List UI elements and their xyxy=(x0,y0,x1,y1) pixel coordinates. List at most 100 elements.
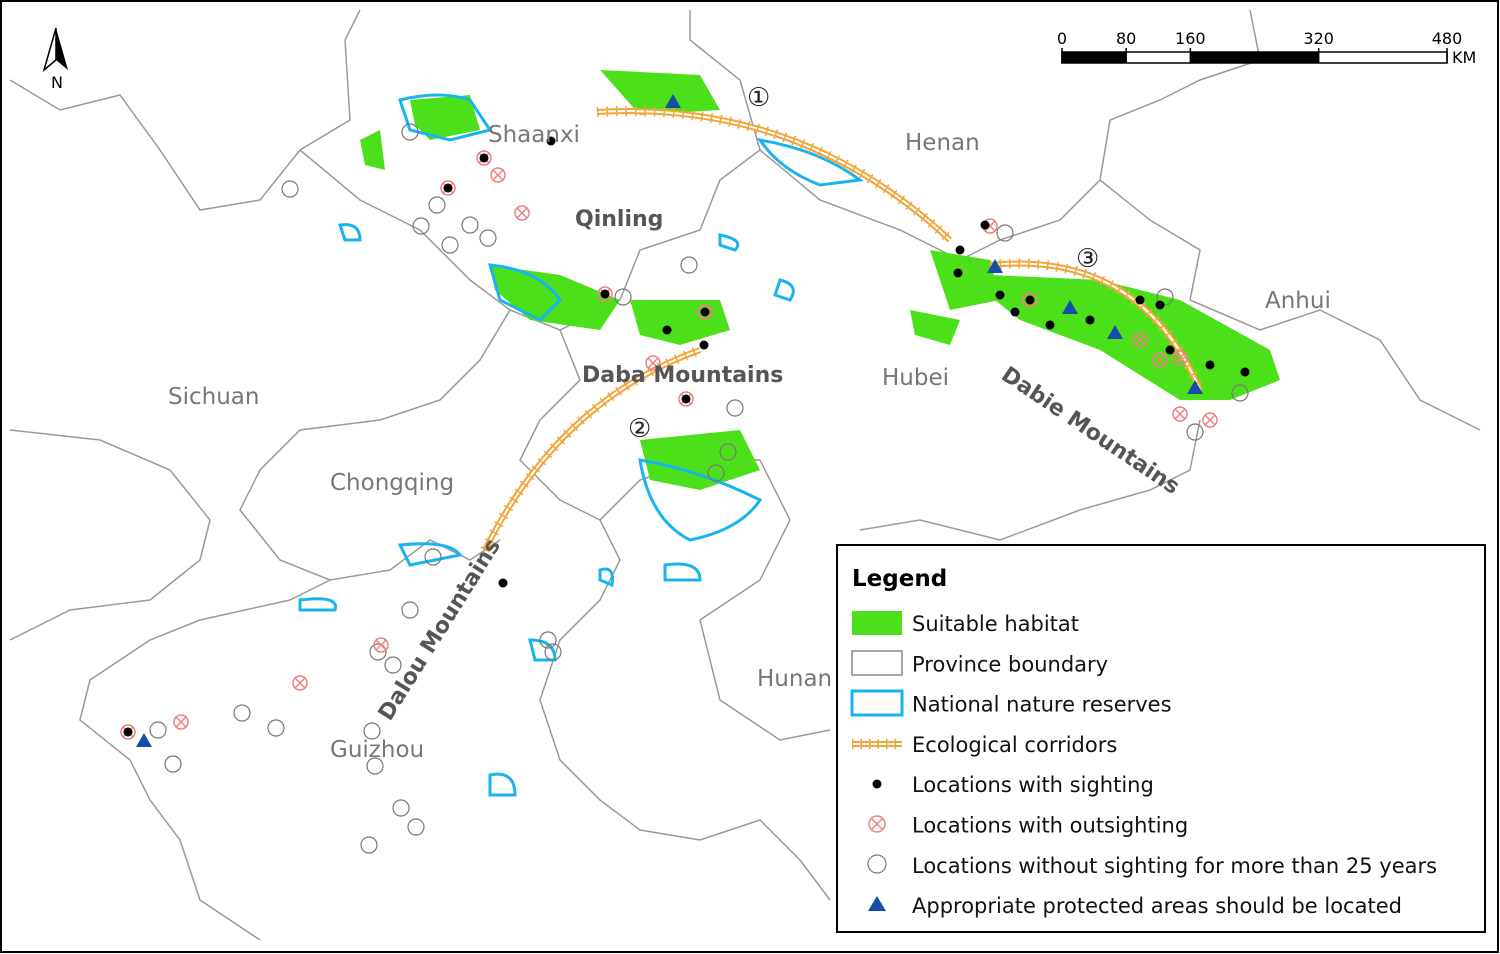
province-label: Hunan xyxy=(757,666,832,692)
location-no-sighting xyxy=(401,123,419,141)
location-no-sighting xyxy=(680,256,698,274)
location-outsighting xyxy=(1202,412,1218,428)
location-sighting xyxy=(700,307,710,317)
location-sighting xyxy=(995,290,1005,300)
location-no-sighting xyxy=(614,288,632,306)
location-no-sighting xyxy=(392,799,410,817)
location-outsighting xyxy=(514,205,530,221)
location-outsighting xyxy=(373,637,389,653)
proposed-protected-area xyxy=(987,259,1003,273)
location-no-sighting xyxy=(401,601,419,619)
region-label: Daba Mountains xyxy=(582,363,783,388)
location-sighting xyxy=(1135,295,1145,305)
location-sighting xyxy=(443,183,453,193)
legend-label: Appropriate protected areas should be lo… xyxy=(912,894,1402,918)
location-no-sighting xyxy=(461,216,479,234)
corridor-label: ② xyxy=(628,414,651,444)
province-label: Shaanxi xyxy=(488,122,580,148)
north-arrow: N xyxy=(42,27,68,92)
location-no-sighting xyxy=(479,229,497,247)
scale-tick-label: 0 xyxy=(1057,29,1067,48)
location-outsighting xyxy=(1152,352,1168,368)
location-outsighting xyxy=(120,724,136,740)
location-no-sighting xyxy=(384,656,402,674)
location-sighting xyxy=(1010,307,1020,317)
location-outsighting xyxy=(173,714,189,730)
location-no-sighting xyxy=(267,719,285,737)
location-outsighting xyxy=(292,675,308,691)
location-outsighting xyxy=(1022,292,1038,308)
location-outsighting xyxy=(440,180,456,196)
legend-label: National nature reserves xyxy=(912,693,1172,717)
legend-label: Locations with sighting xyxy=(912,773,1154,797)
location-outsighting-cross xyxy=(516,207,528,219)
location-no-sighting xyxy=(164,755,182,773)
location-sighting xyxy=(953,268,963,278)
location-no-sighting xyxy=(726,399,744,417)
location-no-sighting xyxy=(996,224,1014,242)
location-outsighting-cross xyxy=(1154,354,1166,366)
location-sighting xyxy=(662,325,672,335)
province-label: Sichuan xyxy=(168,384,259,410)
location-outsighting-cross xyxy=(1174,352,1186,364)
location-no-sighting xyxy=(407,818,425,836)
location-outsighting xyxy=(1172,350,1188,366)
location-sighting xyxy=(699,340,709,350)
location-no-sighting xyxy=(1231,384,1249,402)
province-label: Hubei xyxy=(882,365,949,391)
location-no-sighting xyxy=(281,180,299,198)
location-outsighting xyxy=(597,286,613,302)
province-label: Henan xyxy=(905,130,980,156)
scale-tick-label: 80 xyxy=(1116,29,1136,48)
location-outsighting-cross xyxy=(175,716,187,728)
location-no-sighting xyxy=(369,643,387,661)
location-sighting xyxy=(1240,367,1250,377)
location-outsighting-cross xyxy=(1134,334,1146,346)
proposed-protected-area xyxy=(136,733,152,747)
legend-label: Locations with outsighting xyxy=(912,814,1188,838)
proposed-protected-area xyxy=(1062,300,1078,314)
location-outsighting xyxy=(645,355,661,371)
location-no-sighting xyxy=(1156,288,1174,306)
location-no-sighting xyxy=(149,721,167,739)
location-no-sighting xyxy=(363,722,381,740)
location-no-sighting xyxy=(233,704,251,722)
location-no-sighting xyxy=(366,757,384,775)
location-sighting xyxy=(955,245,965,255)
corridors xyxy=(480,106,1205,553)
location-outsighting-cross xyxy=(375,639,387,651)
scale-tick-label: 160 xyxy=(1175,29,1206,48)
location-no-sighting xyxy=(360,836,378,854)
location-outsighting-cross xyxy=(647,357,659,369)
legend-items: Suitable habitat Province boundary Nationa… xyxy=(912,612,1437,918)
location-sighting xyxy=(1025,295,1035,305)
location-sighting xyxy=(980,220,990,230)
location-no-sighting xyxy=(1186,423,1204,441)
location-outsighting xyxy=(1132,332,1148,348)
location-sighting xyxy=(1085,315,1095,325)
location-no-sighting xyxy=(424,548,442,566)
region-label: Qinling xyxy=(575,207,663,232)
scale-tick-label: 480 xyxy=(1432,29,1463,48)
legend-label: Ecological corridors xyxy=(912,733,1117,757)
province-label: Anhui xyxy=(1265,288,1331,314)
location-sighting xyxy=(498,578,508,588)
proposed-protected-area xyxy=(1107,325,1123,339)
location-outsighting-cross xyxy=(294,677,306,689)
province-label: Guizhou xyxy=(330,737,424,763)
location-outsighting-cross xyxy=(1174,408,1186,420)
scale-bar-segment xyxy=(1190,52,1319,63)
location-sighting xyxy=(681,394,691,404)
location-outsighting xyxy=(490,167,506,183)
location-no-sighting xyxy=(441,236,459,254)
location-no-sighting xyxy=(707,464,725,482)
proposed-protected-area xyxy=(1187,380,1203,394)
location-sighting xyxy=(1045,320,1055,330)
legend: Legend Suitable habitat Province boundary… xyxy=(836,544,1486,933)
location-no-sighting xyxy=(544,643,562,661)
location-outsighting xyxy=(678,391,694,407)
location-sighting xyxy=(1155,300,1165,310)
location-sighting xyxy=(479,153,489,163)
